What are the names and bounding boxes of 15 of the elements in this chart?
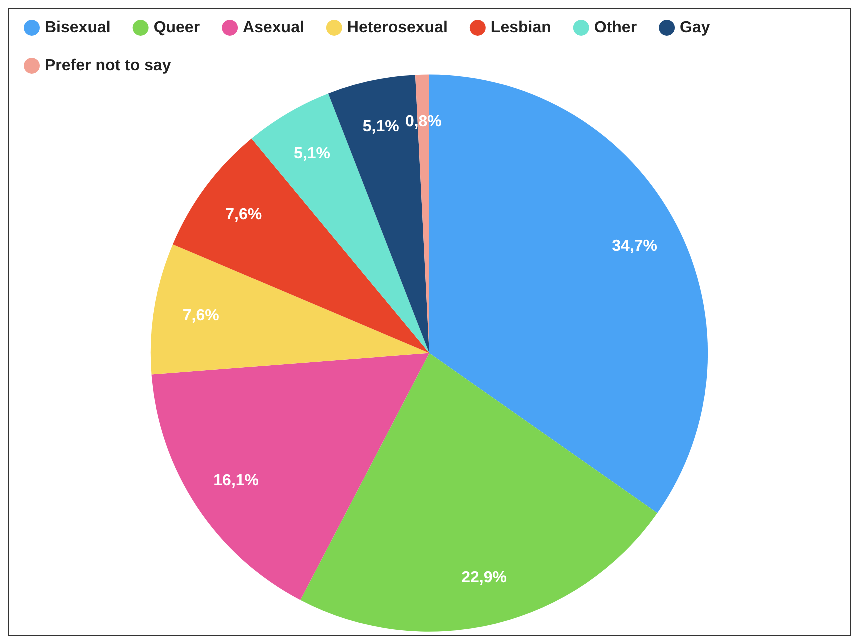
data-label: 34,7% bbox=[612, 238, 658, 256]
legend-label: Asexual bbox=[243, 20, 304, 36]
legend-label: Heterosexual bbox=[347, 20, 448, 36]
legend-label: Bisexual bbox=[45, 20, 111, 36]
data-label: 5,1% bbox=[362, 118, 400, 136]
data-label: 7,6% bbox=[226, 206, 262, 224]
legend-label: Gay bbox=[680, 20, 710, 36]
data-label: 7,6% bbox=[182, 307, 220, 324]
data-label: 5,1% bbox=[294, 145, 330, 162]
legend-label: Prefer not to say bbox=[45, 58, 172, 74]
legend-label: Lesbian bbox=[490, 20, 552, 36]
legend-label: Other bbox=[594, 20, 638, 36]
data-label: 22,9% bbox=[462, 570, 507, 587]
data-label: 16,1% bbox=[214, 472, 260, 490]
legend-label: Queer bbox=[154, 20, 200, 36]
